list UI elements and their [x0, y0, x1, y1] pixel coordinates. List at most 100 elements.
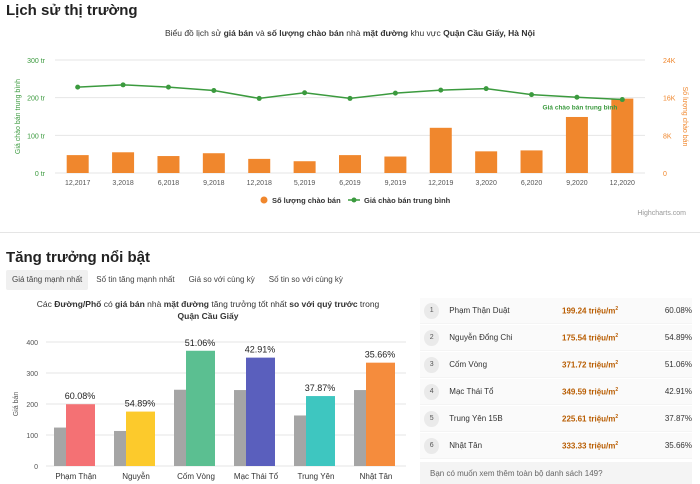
x-axis-tick: Trung Yên — [298, 472, 335, 481]
price-point — [211, 88, 217, 94]
price-point — [483, 86, 489, 92]
current-price-bar — [246, 357, 275, 466]
left-axis-tick: 100 tr — [27, 133, 46, 140]
x-axis-tick: 9,2018 — [203, 180, 225, 187]
ranking-row[interactable]: 3 Cốm Vòng 371.72 triệu/m2 51.06% — [420, 352, 692, 378]
previous-price-bar — [54, 427, 66, 466]
price-point — [302, 90, 308, 96]
chart-subtitle-part: mặt đường — [363, 28, 408, 38]
right-axis-label: Số lượng chào bán — [681, 87, 690, 147]
see-more-prompt[interactable]: Bạn có muốn xem thêm toàn bộ danh sách 1… — [420, 462, 692, 484]
growth-data-label: 60.08% — [65, 391, 96, 401]
street-name: Nguyễn Đổng Chi — [449, 333, 513, 342]
listing-bar — [520, 150, 543, 173]
listing-bar — [157, 156, 180, 173]
x-axis-tick: 12,2017 — [65, 180, 90, 187]
growth-data-label: 51.06% — [185, 338, 216, 348]
listing-bar — [112, 152, 135, 173]
growth-tabs: Giá tăng mạnh nhất Số tin tăng mạnh nhất… — [6, 270, 349, 290]
x-axis-tick: 12,2018 — [247, 180, 272, 187]
legend-line-dot — [351, 197, 357, 203]
y-axis-label: Giá bán — [13, 392, 20, 417]
x-axis-tick: Nguyễn — [122, 472, 150, 481]
chart-subtitle-part: Biểu đồ lịch sử — [165, 28, 224, 38]
growth-data-label: 35.66% — [365, 350, 396, 360]
left-axis-tick: 0 tr — [35, 171, 46, 178]
ranking-row[interactable]: 6 Nhật Tân 333.33 triệu/m2 35.66% — [420, 433, 692, 459]
previous-price-bar — [174, 389, 186, 466]
section-title-growth: Tăng trưởng nổi bật — [6, 249, 151, 266]
growth-percent: 51.06% — [664, 360, 692, 369]
price-point — [392, 90, 398, 96]
current-price-bar — [306, 396, 335, 466]
section-divider — [0, 232, 700, 233]
left-axis-label: Giá chào bán trung bình — [15, 79, 22, 154]
growth-percent: 35.66% — [664, 441, 692, 450]
x-axis-tick: 9,2019 — [385, 180, 407, 187]
left-axis-tick: 200 tr — [27, 96, 46, 103]
price-point — [256, 95, 262, 101]
price-point — [438, 87, 444, 93]
y-axis-tick: 200 — [26, 402, 38, 409]
previous-price-bar — [114, 430, 126, 466]
y-axis-tick: 300 — [26, 371, 38, 378]
left-axis-tick: 300 tr — [27, 58, 46, 65]
x-axis-tick: Mạc Thái Tổ — [234, 472, 279, 481]
chart-subtitle-part: Quận Cầu Giấy, Hà Nội — [443, 28, 535, 38]
x-axis-tick: Cốm Vòng — [177, 472, 215, 481]
ranking-row[interactable]: 4 Mạc Thái Tổ 349.59 triệu/m2 42.91% — [420, 379, 692, 405]
x-axis-tick: 6,2019 — [339, 180, 361, 187]
price-point — [75, 84, 81, 90]
price-point — [347, 95, 353, 101]
growth-data-label: 42.91% — [245, 345, 276, 355]
tab-price-increase[interactable]: Giá tăng mạnh nhất — [6, 270, 89, 290]
highcharts-credit[interactable]: Highcharts.com — [637, 210, 686, 217]
section-title-history: Lịch sử thị trường — [6, 2, 138, 19]
street-price: 371.72 triệu/m2 — [562, 359, 619, 370]
growth-percent: 54.89% — [664, 333, 692, 342]
line-data-label: Giá chào bán trung bình — [543, 105, 618, 112]
chart-subtitle-part: khu vực — [408, 28, 443, 38]
listing-bar — [475, 151, 498, 173]
right-axis-tick: 16K — [663, 96, 676, 103]
ranking-row[interactable]: 1 Phạm Thận Duật 199.24 triệu/m2 60.08% — [420, 298, 692, 324]
rank-number: 3 — [424, 356, 440, 373]
ranking-row[interactable]: 5 Trung Yên 15B 225.61 triệu/m2 37.87% — [420, 406, 692, 432]
listing-bar — [202, 153, 225, 173]
legend-bar-marker — [260, 196, 268, 204]
previous-price-bar — [234, 390, 246, 466]
current-price-bar — [126, 411, 155, 466]
growth-data-label: 37.87% — [305, 383, 336, 393]
chart-subtitle-part: giá bán — [224, 28, 254, 38]
chart-subtitle-part: số lượng chào bán — [267, 28, 344, 38]
tab-listing-yoy[interactable]: Số tin so với cùng kỳ — [268, 275, 343, 284]
y-axis-tick: 400 — [26, 340, 38, 347]
x-axis-tick: Nhật Tân — [360, 472, 393, 481]
street-name: Cốm Vòng — [449, 360, 488, 369]
x-axis-tick: 3,2020 — [475, 180, 497, 187]
right-axis-tick: 8K — [663, 133, 672, 140]
rank-number: 5 — [424, 410, 440, 427]
tab-price-yoy[interactable]: Giá so với cùng kỳ — [188, 275, 255, 284]
y-axis-tick: 100 — [26, 433, 38, 440]
tab-listing-increase[interactable]: Số tin tăng mạnh nhất — [96, 275, 175, 284]
listing-bar — [384, 156, 407, 173]
x-axis-tick: Phạm Thận — [55, 472, 96, 481]
listing-bar — [339, 155, 361, 173]
ranking-row[interactable]: 2 Nguyễn Đổng Chi 175.54 triệu/m2 54.89% — [420, 325, 692, 351]
x-axis-tick: 3,2018 — [112, 180, 134, 187]
listing-bar — [611, 98, 634, 173]
street-name: Nhật Tân — [449, 441, 483, 450]
price-point — [165, 84, 171, 90]
ranking-list: 1 Phạm Thận Duật 199.24 triệu/m2 60.08% … — [420, 298, 692, 460]
growth-percent: 42.91% — [664, 387, 692, 396]
x-axis-tick: 5,2019 — [294, 180, 316, 187]
growth-percent: 37.87% — [664, 414, 692, 423]
y-axis-tick: 0 — [34, 464, 38, 471]
legend-bar-label: Số lượng chào bán — [272, 196, 341, 205]
rank-number: 1 — [424, 302, 440, 319]
x-axis-tick: 6,2020 — [521, 180, 543, 187]
x-axis-tick: 12,2019 — [428, 180, 453, 187]
chart-subtitle-part: và — [253, 28, 267, 38]
listing-bar — [429, 127, 452, 173]
